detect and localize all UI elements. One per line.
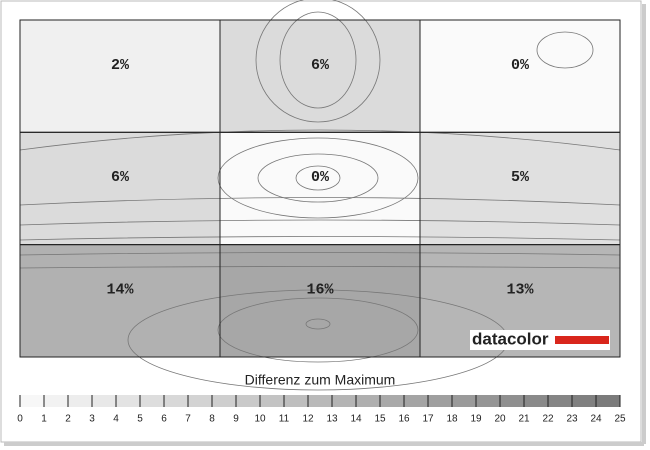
cell (219, 244, 421, 358)
colorbar-tick-label: 23 (566, 414, 578, 425)
colorbar-segment (548, 395, 572, 407)
colorbar-segment (428, 395, 452, 407)
value-label: 5% (511, 169, 530, 186)
colorbar-segment (20, 395, 44, 407)
colorbar-tick-label: 6 (161, 414, 167, 425)
colorbar-segment (68, 395, 92, 407)
colorbar-segment (596, 395, 620, 407)
colorbar-tick-label: 8 (209, 414, 215, 425)
cell (219, 131, 421, 246)
cell (19, 19, 221, 133)
colorbar-tick-label: 14 (350, 414, 362, 425)
colorbar-tick-label: 10 (254, 414, 266, 425)
colorbar-segment (308, 395, 332, 407)
colorbar-segment (500, 395, 524, 407)
colorbar-segment (92, 395, 116, 407)
colorbar-segment (452, 395, 476, 407)
colorbar-segment (116, 395, 140, 407)
colorbar-tick-label: 2 (65, 414, 71, 425)
colorbar-tick-label: 20 (494, 414, 506, 425)
colorbar-tick-label: 0 (17, 414, 23, 425)
brand-logo: datacolor (470, 329, 610, 350)
colorbar-tick-label: 1 (41, 414, 47, 425)
colorbar-tick-label: 15 (374, 414, 386, 425)
colorbar-tick-label: 19 (470, 414, 482, 425)
colorbar-segment (284, 395, 308, 407)
colorbar-segment (164, 395, 188, 407)
colorbar-tick-label: 11 (279, 414, 290, 425)
value-label: 14% (106, 282, 134, 299)
colorbar-tick-label: 24 (590, 414, 602, 425)
value-label: 0% (511, 57, 530, 74)
cell (219, 19, 421, 133)
value-label: 13% (506, 282, 534, 299)
colorbar-tick-label: 21 (518, 414, 530, 425)
heatmap (19, 19, 621, 358)
value-label: 2% (111, 57, 130, 74)
colorbar-tick-label: 12 (302, 414, 314, 425)
brand-text: datacolor (472, 329, 549, 348)
cell (419, 19, 621, 133)
colorbar-segment (44, 395, 68, 407)
colorbar-segment (332, 395, 356, 407)
colorbar-segment (236, 395, 260, 407)
colorbar-tick-label: 7 (185, 414, 191, 425)
colorbar-tick-label: 18 (446, 414, 458, 425)
colorbar-tick-label: 16 (398, 414, 410, 425)
colorbar-segment (212, 395, 236, 407)
colorbar-tick-label: 4 (113, 414, 119, 425)
colorbar-tick-label: 9 (233, 414, 239, 425)
colorbar-tick-label: 13 (326, 414, 338, 425)
colorbar-segment (404, 395, 428, 407)
colorbar-tick-label: 22 (542, 414, 554, 425)
colorbar-segment (524, 395, 548, 407)
colorbar-tick-label: 3 (89, 414, 95, 425)
colorbar-tick-label: 5 (137, 414, 143, 425)
colorbar-tick-label: 25 (614, 414, 626, 425)
colorbar-segment (260, 395, 284, 407)
colorbar-segment (572, 395, 596, 407)
colorbar-title: Differenz zum Maximum (245, 372, 396, 388)
cell (19, 244, 221, 358)
colorbar-segment (380, 395, 404, 407)
value-label: 0% (311, 169, 330, 186)
colorbar-tick-label: 17 (422, 414, 434, 425)
value-label: 16% (306, 282, 334, 299)
cell (419, 131, 621, 246)
colorbar-segment (188, 395, 212, 407)
colorbar-segment (356, 395, 380, 407)
colorbar-segment (140, 395, 164, 407)
cell (19, 131, 221, 246)
colorbar-segment (476, 395, 500, 407)
value-label: 6% (311, 57, 330, 74)
value-label: 6% (111, 169, 130, 186)
